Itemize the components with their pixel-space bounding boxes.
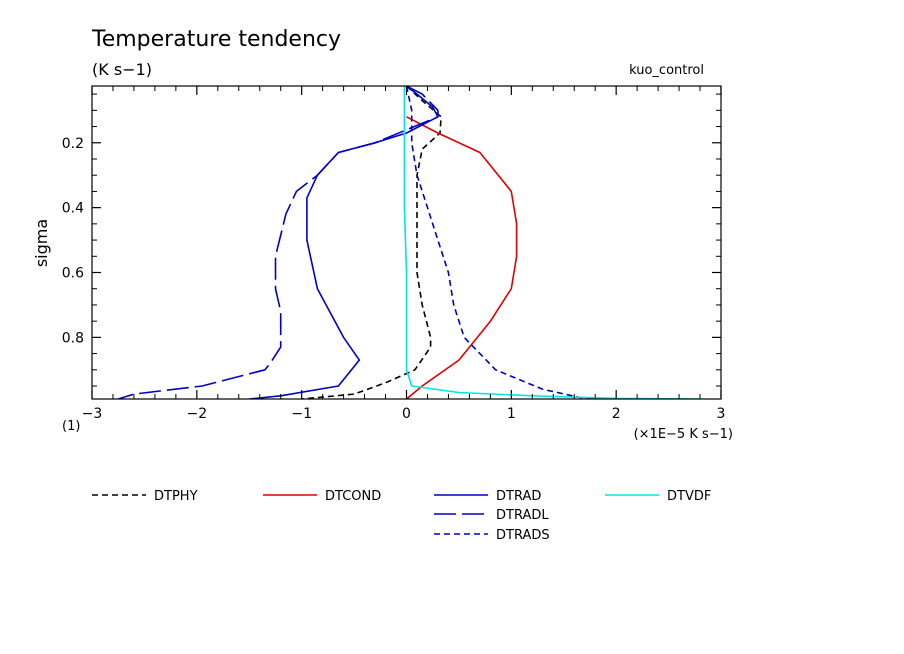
series-line-dtrads bbox=[405, 86, 606, 399]
x-tick-label: −1 bbox=[291, 406, 312, 422]
y-tick-label: 0.6 bbox=[62, 266, 84, 282]
legend-label-dtvdf: DTVDF bbox=[667, 489, 711, 504]
x-tick-label: −2 bbox=[187, 406, 208, 422]
run-label: kuo_control bbox=[629, 63, 704, 78]
x-axis: −3 −2 −1 0 1 2 3 bbox=[82, 86, 726, 422]
legend-label-dtphy: DTPHY bbox=[154, 489, 198, 504]
y-axis-label: sigma bbox=[32, 219, 51, 267]
y-tick-label: 0.2 bbox=[62, 136, 84, 152]
legend-label-dtcond: DTCOND bbox=[325, 489, 381, 504]
y-tick-label: 0.8 bbox=[62, 330, 84, 346]
x-tick-label: 2 bbox=[612, 406, 621, 422]
x-tick-label: −3 bbox=[82, 406, 103, 422]
x-axis-label: (×1E−5 K s−1) bbox=[634, 427, 733, 442]
legend-label-dtradl: DTRADL bbox=[496, 508, 549, 523]
x-tick-label: 1 bbox=[507, 406, 516, 422]
series-line-dtrad bbox=[249, 86, 439, 399]
x-tick-label: 3 bbox=[717, 406, 726, 422]
legend-label-dtrads: DTRADS bbox=[496, 528, 550, 543]
data-lines bbox=[117, 86, 701, 399]
y-tick-label: 0.4 bbox=[62, 201, 84, 217]
series-line-dtphy bbox=[301, 86, 442, 399]
y-axis: 0.2 0.4 0.6 0.8 bbox=[62, 93, 721, 387]
chart-title: Temperature tendency bbox=[91, 27, 341, 52]
x-tick-label: 0 bbox=[402, 406, 411, 422]
legend: DTPHY DTCOND DTRAD DTRADL DTRADS DTVDF bbox=[92, 489, 711, 543]
series-line-dtvdf bbox=[403, 86, 701, 399]
legend-label-dtrad: DTRAD bbox=[496, 489, 541, 504]
corner-label: (1) bbox=[62, 419, 80, 434]
chart-subtitle: (K s−1) bbox=[92, 60, 152, 79]
series-line-dtcond bbox=[405, 116, 518, 399]
series-line-dtradl bbox=[117, 86, 439, 399]
